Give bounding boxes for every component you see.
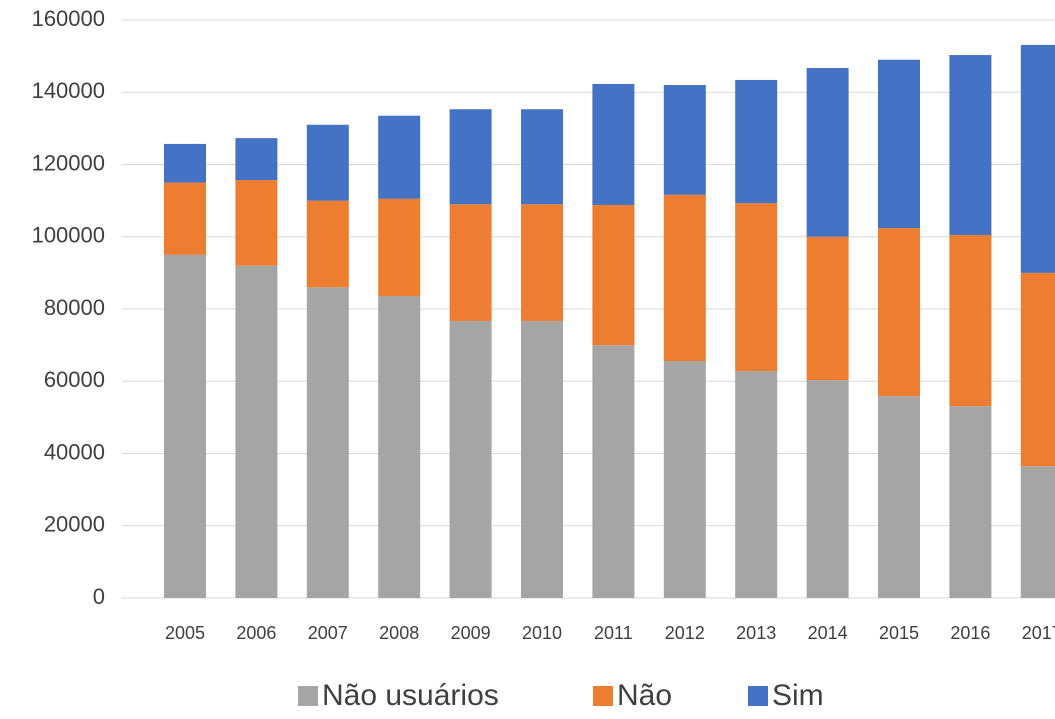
bar-segment (663, 194, 706, 362)
y-tick-label: 120000 (32, 150, 105, 175)
x-tick-label: 2017 (1022, 623, 1055, 643)
bar-segment (806, 236, 849, 381)
bar-segment (521, 204, 563, 321)
bar-segment (735, 203, 778, 372)
bar-segment (592, 204, 635, 346)
y-tick-label: 140000 (32, 78, 105, 103)
legend-swatch (298, 686, 318, 706)
bar-segment (592, 345, 635, 598)
bar-segment (663, 85, 706, 195)
bar-segment (1020, 272, 1055, 467)
legend-swatch (593, 686, 613, 706)
legend-label: Não (617, 679, 672, 712)
bar-segment (735, 371, 778, 598)
bar-segment (878, 59, 920, 229)
bar-segment (949, 406, 992, 598)
bar-segment (449, 320, 492, 598)
bar-segment (806, 68, 849, 237)
x-tick-label: 2013 (736, 623, 776, 643)
y-tick-label: 0 (93, 584, 105, 609)
x-tick-label: 2011 (594, 623, 633, 643)
bar-segment (306, 287, 349, 598)
bar-segment (235, 138, 278, 181)
bar-segment (878, 396, 920, 598)
x-tick-label: 2015 (879, 623, 919, 643)
bar-segment (164, 182, 206, 255)
bar-segment (449, 204, 492, 321)
bar-segment (878, 228, 920, 397)
x-tick-label: 2009 (451, 623, 491, 643)
bar-segment (1020, 466, 1055, 598)
bar-segment (1020, 44, 1055, 273)
x-tick-label: 2016 (950, 623, 990, 643)
bar-segment (306, 124, 349, 201)
y-tick-label: 100000 (32, 223, 105, 248)
bar-segment (164, 143, 206, 183)
bar-segment (449, 109, 492, 205)
x-tick-label: 2007 (308, 623, 348, 643)
bar-segment (378, 115, 421, 199)
x-tick-label: 2005 (165, 623, 205, 643)
bar-segment (592, 83, 635, 205)
bar-segment (164, 254, 206, 598)
y-tick-label: 20000 (44, 512, 105, 537)
y-tick-label: 60000 (44, 367, 105, 392)
bar-segment (521, 320, 563, 598)
x-tick-label: 2006 (236, 623, 276, 643)
x-tick-label: 2008 (379, 623, 419, 643)
bar-segment (735, 79, 778, 204)
y-tick-label: 160000 (32, 6, 105, 31)
x-tick-label: 2010 (522, 623, 562, 643)
legend-label: Sim (772, 679, 824, 712)
bar-segment (949, 55, 992, 235)
bar-segment (235, 265, 278, 598)
bar-segment (378, 295, 421, 598)
bar-segment (521, 109, 563, 205)
x-tick-label: 2012 (665, 623, 705, 643)
x-tick-label: 2014 (808, 623, 848, 643)
y-tick-label: 40000 (44, 439, 105, 464)
bar-segment (378, 198, 421, 296)
bar-segment (235, 180, 278, 266)
bar-segment (663, 361, 706, 598)
bar-segment (306, 200, 349, 288)
y-tick-label: 80000 (44, 295, 105, 320)
bar-segment (806, 380, 849, 598)
bar-segment (949, 234, 992, 407)
legend-label: Não usuários (322, 679, 499, 712)
legend-swatch (748, 686, 768, 706)
